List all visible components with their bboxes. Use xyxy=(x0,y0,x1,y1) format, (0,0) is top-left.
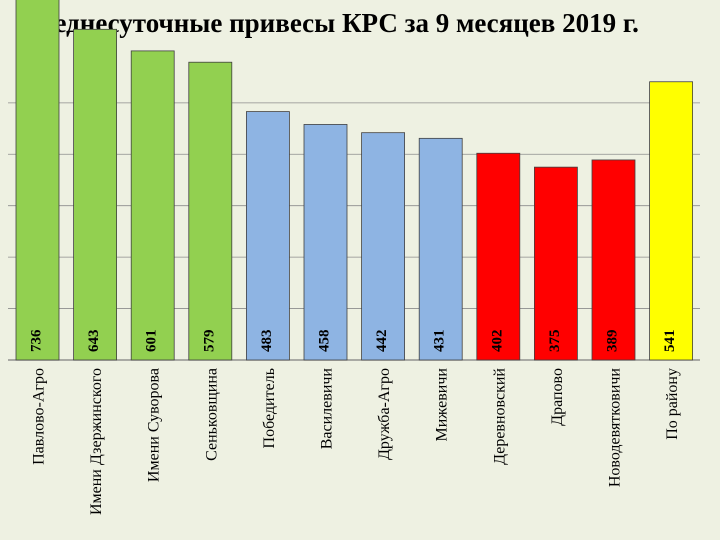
bar xyxy=(188,61,233,361)
value-label: 431 xyxy=(432,330,448,353)
bar xyxy=(303,124,348,361)
value-label: 375 xyxy=(547,330,563,353)
category-label: Деревновский xyxy=(491,368,508,465)
category-label: Дружба-Агро xyxy=(376,368,393,460)
value-label: 643 xyxy=(86,330,102,353)
bar xyxy=(591,159,636,361)
category-label: Мижевичи xyxy=(434,368,451,442)
value-label: 458 xyxy=(317,330,333,353)
bar xyxy=(15,0,60,361)
value-label: 579 xyxy=(201,330,217,353)
category-label: Павлово-Агро xyxy=(31,368,48,465)
category-labels: Павлово-Агро Имени Дзержинского Имени Суво… xyxy=(31,368,682,515)
category-label: По району xyxy=(664,368,681,440)
bar xyxy=(476,152,521,361)
bar xyxy=(534,166,578,361)
gridlines xyxy=(8,102,700,361)
category-label: Новодевятковичи xyxy=(607,368,624,488)
category-label: Имени Дзержинского xyxy=(88,368,105,515)
category-label: Имени Суворова xyxy=(146,368,163,482)
value-label: 442 xyxy=(374,330,390,353)
value-label: 541 xyxy=(662,330,678,353)
bar xyxy=(418,137,463,361)
value-label: 389 xyxy=(605,330,621,353)
bars xyxy=(15,0,693,361)
bar xyxy=(649,81,693,361)
value-label: 736 xyxy=(29,329,45,352)
category-label: Сеньковщина xyxy=(203,368,220,461)
value-label: 483 xyxy=(259,330,275,353)
value-label: 402 xyxy=(489,330,505,353)
category-label: Драпово xyxy=(549,368,566,426)
value-labels: 736 643 601 579 483 458 442 431 402 375 389 541 xyxy=(29,329,679,352)
chart-title: Среднесуточные привесы КРС за 9 месяцев … xyxy=(20,8,639,38)
category-label: Победитель xyxy=(261,368,278,448)
category-label: Василевичи xyxy=(319,368,336,450)
bar xyxy=(130,50,175,361)
bar xyxy=(73,28,117,361)
value-label: 601 xyxy=(144,330,160,353)
bar xyxy=(361,132,406,361)
bar xyxy=(245,111,290,361)
